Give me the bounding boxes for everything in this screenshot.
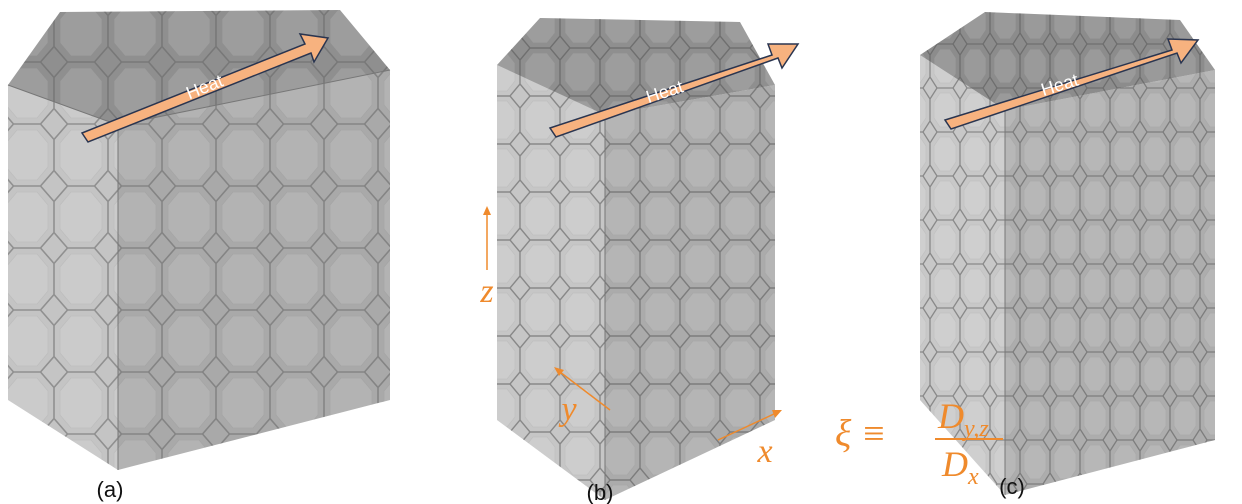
figure: Heat (a) Heat (b) Heat (c) z y x (0, 0, 1242, 504)
panel-label: (b) (587, 480, 614, 504)
formula-denominator-sub: x (967, 464, 979, 490)
panel-label: (c) (999, 474, 1025, 499)
formula-denominator: D (941, 444, 968, 484)
axis-label: y (558, 391, 577, 428)
formula-numerator: D (937, 396, 964, 436)
panel-label: (a) (97, 477, 124, 502)
axis-label: x (756, 433, 772, 470)
axis-label: z (479, 273, 493, 310)
foam-block-b: Heat (497, 18, 798, 500)
foam-block-a: Heat (8, 10, 390, 470)
formula-lhs: ξ ≡ (835, 413, 886, 455)
